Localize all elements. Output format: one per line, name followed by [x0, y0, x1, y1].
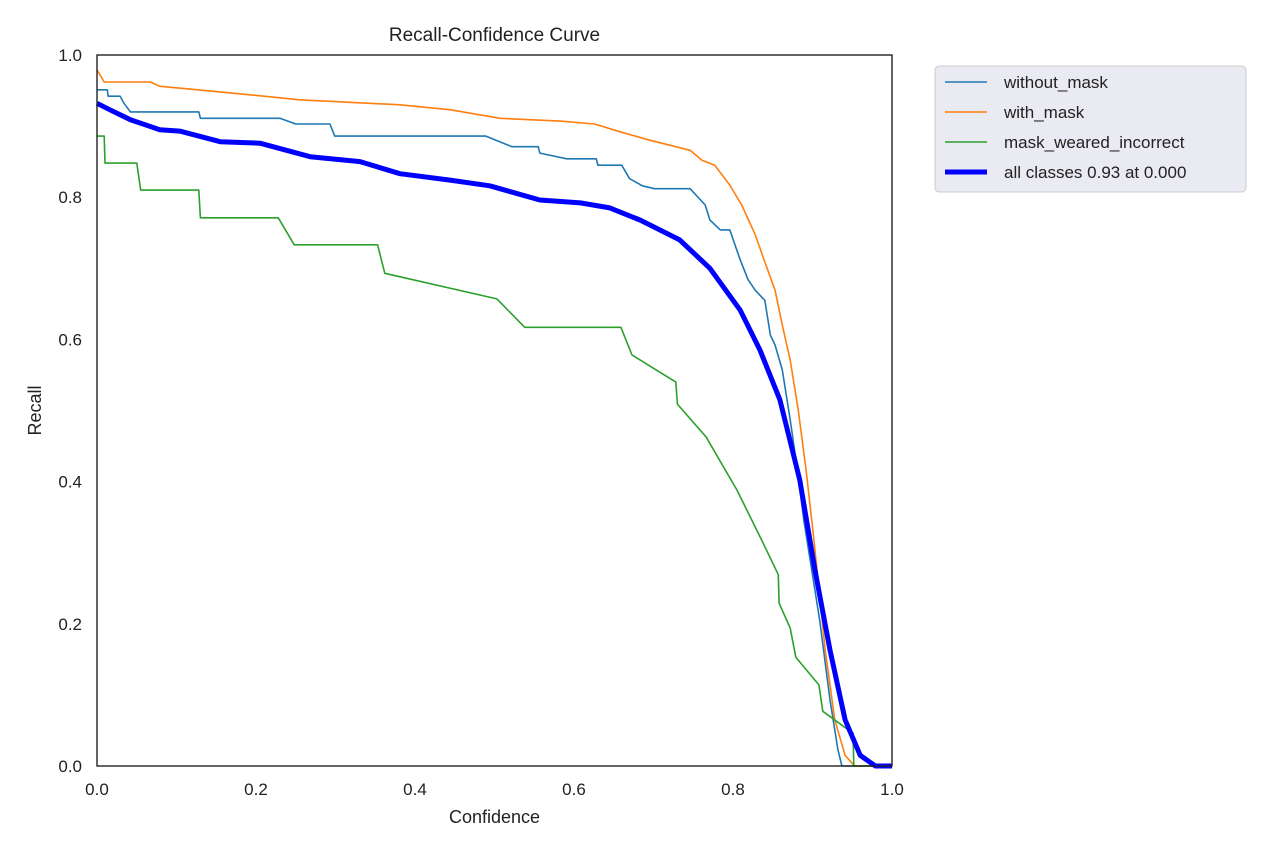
- x-tick-label: 1.0: [880, 780, 904, 799]
- y-tick-label: 0.4: [58, 473, 82, 492]
- y-tick-label: 1.0: [58, 46, 82, 65]
- y-tick-label: 0.0: [58, 757, 82, 776]
- chart-title: Recall-Confidence Curve: [389, 25, 600, 46]
- series-line-without-mask: [97, 89, 892, 767]
- legend-label: without_mask: [1003, 73, 1108, 92]
- y-tick-label: 0.2: [58, 615, 82, 634]
- curves: [95, 69, 892, 769]
- x-ticks: 0.0 0.2 0.4 0.6 0.8 1.0: [85, 780, 904, 799]
- legend-label: with_mask: [1003, 103, 1085, 122]
- x-axis-label: Confidence: [449, 807, 540, 827]
- x-tick-label: 0.4: [403, 780, 427, 799]
- y-tick-label: 0.6: [58, 330, 82, 349]
- x-tick-label: 0.0: [85, 780, 109, 799]
- legend: without_mask with_mask mask_weared_incorre…: [934, 65, 1247, 193]
- series-line-mask-weared-incorrect: [97, 135, 892, 767]
- x-tick-label: 0.8: [721, 780, 745, 799]
- legend-label: mask_weared_incorrect: [1004, 133, 1185, 152]
- legend-label: all classes 0.93 at 0.000: [1004, 163, 1186, 182]
- y-axis-label: Recall: [25, 385, 45, 435]
- series-line-all-classes-0-93-at-0-000: [95, 101, 892, 769]
- plot-frame: [96, 54, 893, 767]
- x-tick-label: 0.2: [244, 780, 268, 799]
- y-ticks: 0.0 0.2 0.4 0.6 0.8 1.0: [58, 46, 82, 776]
- legend-box: [934, 65, 1247, 193]
- x-tick-label: 0.6: [562, 780, 586, 799]
- y-tick-label: 0.8: [58, 188, 82, 207]
- series-line-with-mask: [96, 69, 892, 767]
